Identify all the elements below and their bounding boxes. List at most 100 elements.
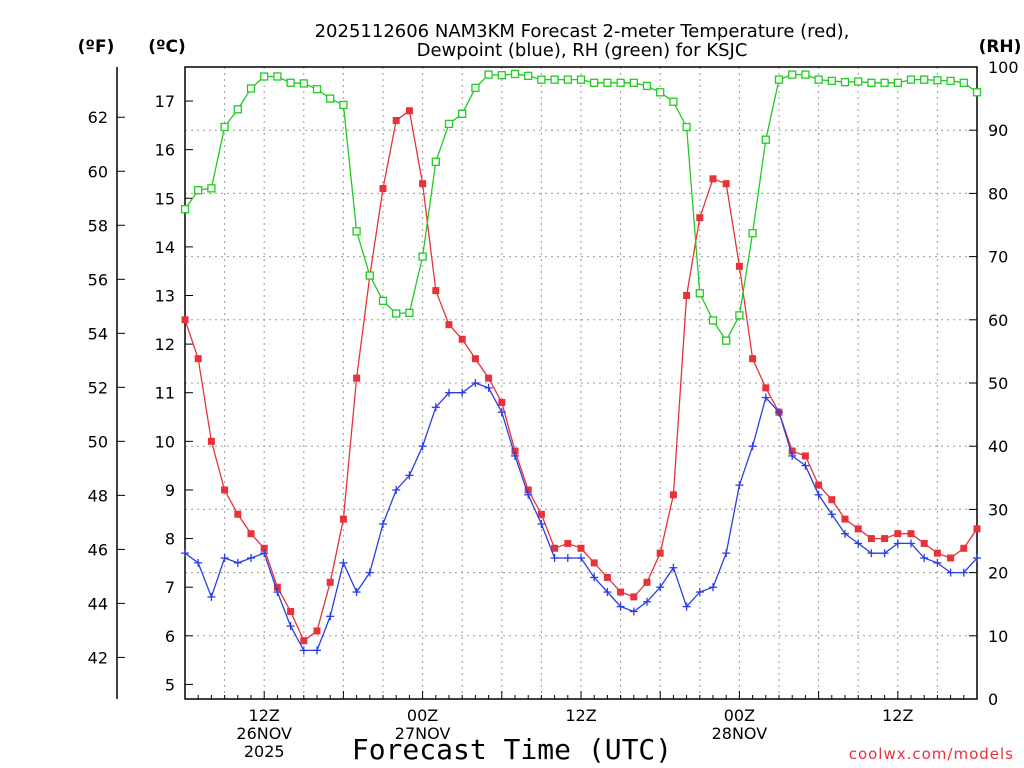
rh-tick-label: 30	[988, 500, 1008, 519]
dewpoint-point	[761, 393, 770, 402]
temperature-point	[841, 515, 849, 523]
rh-point	[550, 75, 559, 84]
dewpoint-point	[590, 573, 599, 582]
rh-point	[801, 70, 810, 79]
rh-point	[603, 78, 612, 87]
dewpoint-point	[181, 549, 189, 558]
temperature-point	[207, 437, 215, 445]
dewpoint-point	[709, 583, 717, 592]
temperature-point	[696, 214, 704, 222]
dewpoint-point	[326, 612, 335, 621]
dewpoint-point	[748, 442, 757, 451]
dewpoint-point	[854, 539, 863, 548]
dewpoint-point	[880, 549, 889, 558]
dewpoint-point	[313, 646, 321, 655]
rh-point	[207, 184, 216, 193]
dewpoint-point	[220, 554, 229, 563]
celsius-tick-label: 8	[165, 530, 175, 549]
rh-point	[312, 84, 322, 94]
dewpoint-point	[339, 558, 348, 567]
dewpoint-point	[801, 461, 810, 470]
dewpoint-point	[524, 490, 533, 499]
rh-tick-label: 40	[988, 437, 1008, 456]
site-credit: coolwx.com/models	[849, 745, 1014, 763]
rh-tick-label: 70	[988, 248, 1008, 267]
fahrenheit-tick-label: 44	[88, 594, 108, 613]
dewpoint-point	[286, 622, 295, 631]
rh-point	[471, 83, 480, 93]
celsius-tick-label: 7	[165, 578, 175, 597]
x-tick-label: 12Z	[565, 706, 596, 725]
rh-point	[273, 72, 282, 81]
temperature-point	[287, 607, 295, 615]
rh-point	[933, 76, 942, 85]
temperature-point	[339, 515, 347, 523]
x-tick-label: 26NOV	[236, 724, 292, 743]
x-tick-label: 28NOV	[712, 724, 768, 743]
rh-tick-label: 50	[988, 374, 1008, 393]
rh-tick-label: 0	[988, 690, 998, 709]
rh-point	[405, 308, 414, 317]
temperature-point	[630, 593, 638, 601]
fahrenheit-tick-label: 60	[88, 162, 108, 181]
rh-point	[510, 69, 520, 79]
celsius-tick-label: 16	[155, 141, 175, 160]
rh-point	[458, 109, 467, 118]
dewpoint-point	[550, 554, 559, 563]
rh-point	[906, 75, 916, 84]
celsius-tick-label: 6	[165, 627, 175, 646]
fahrenheit-tick-label: 56	[88, 270, 108, 289]
dewpoint-point	[682, 602, 691, 611]
temperature-point	[485, 374, 493, 382]
chart-title-line-2: Dewpoint (blue), RH (green) for KSJC	[417, 40, 748, 61]
rh-point	[959, 78, 968, 87]
rh-point	[378, 296, 388, 305]
rh-point	[563, 75, 572, 84]
rh-tick-label: 60	[988, 311, 1008, 330]
rh-axis-unit: (RH)	[979, 37, 1022, 57]
rh-point	[286, 78, 295, 87]
dewpoint-point	[405, 471, 414, 480]
temperature-point	[709, 175, 717, 183]
dewpoint-point	[260, 549, 269, 558]
temperature-point	[471, 355, 479, 363]
celsius-tick-label: 15	[155, 189, 175, 208]
dewpoint-point	[735, 481, 744, 490]
rh-point	[392, 309, 401, 318]
rh-point	[656, 88, 665, 97]
dewpoint-point	[511, 451, 519, 460]
x-axis-title: Forecast Time (UTC)	[352, 733, 672, 766]
rh-point	[524, 71, 533, 80]
x-tick-label: 00Z	[724, 706, 755, 725]
rh-point	[880, 78, 889, 87]
dewpoint-point	[669, 563, 678, 572]
temperature-point	[379, 185, 387, 193]
temperature-point	[432, 287, 440, 295]
temperature-point	[881, 535, 889, 543]
rh-point	[220, 122, 229, 132]
celsius-tick-label: 10	[155, 432, 175, 451]
dewpoint-point	[352, 588, 361, 597]
rh-point	[748, 229, 757, 238]
temperature-point	[181, 316, 189, 324]
dewpoint-point	[537, 519, 546, 528]
rh-point	[761, 135, 770, 144]
grid-lines	[185, 67, 977, 699]
temperature-point	[524, 486, 532, 494]
temperature-point	[669, 491, 677, 499]
rh-tick-label: 80	[988, 184, 1008, 203]
temperature-point	[960, 544, 968, 552]
temperature-point	[973, 525, 981, 533]
series-dewpoint	[181, 379, 981, 655]
rh-point	[920, 75, 929, 84]
dewpoint-point	[643, 597, 651, 606]
temperature-point	[300, 637, 308, 645]
temperature-point	[933, 549, 941, 557]
dewpoint-point	[814, 490, 823, 499]
temperature-point	[419, 180, 427, 188]
dewpoint-point	[907, 539, 915, 548]
x-tick-label: 2025	[244, 742, 285, 761]
temperature-point	[221, 486, 229, 494]
rh-point	[669, 97, 678, 106]
rh-tick-label: 90	[988, 121, 1008, 140]
